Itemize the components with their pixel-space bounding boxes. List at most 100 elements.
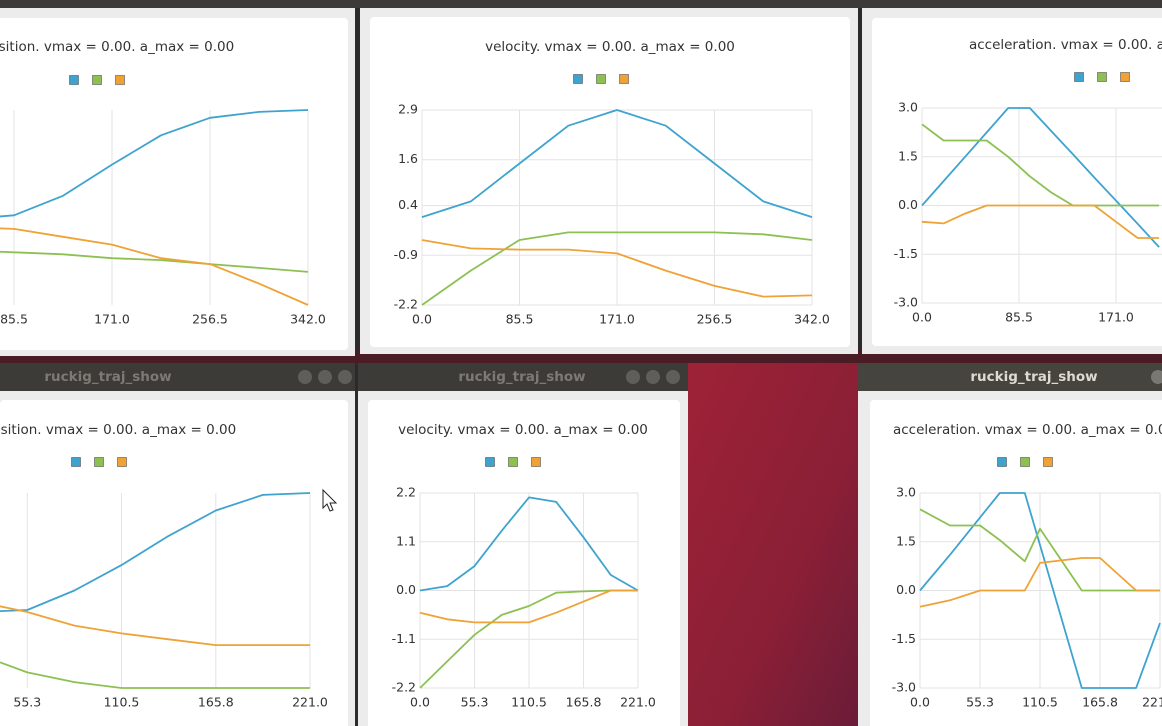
series-line: [419, 589, 638, 624]
close-button[interactable]: [666, 370, 680, 384]
series-line: [421, 231, 813, 306]
x-tick-label: 55.3: [461, 695, 489, 710]
x-tick-label: 342.0: [794, 312, 830, 327]
legend-swatch: [71, 457, 81, 467]
legend-swatch: [508, 457, 518, 467]
y-tick-label: 1.5: [898, 148, 918, 163]
y-tick-label: 2.2: [396, 485, 416, 500]
x-tick-label: 85.5: [0, 312, 28, 327]
y-tick-label: -1.5: [892, 631, 916, 646]
series-line: [0, 492, 311, 613]
legend-swatch: [1020, 457, 1030, 467]
x-tick-label: 221.0: [1142, 695, 1162, 710]
chart-card: [370, 17, 850, 347]
chart-title: velocity. vmax = 0.00. a_max = 0.00: [398, 422, 648, 438]
title-bar: [858, 363, 1162, 391]
series-line: [421, 239, 813, 298]
chart-card: [870, 400, 1162, 726]
chart-title: acceleration. vmax = 0.00. a_max = 0.00: [969, 37, 1162, 53]
x-tick-label: 171.0: [599, 312, 635, 327]
y-tick-label: 0.0: [898, 197, 918, 212]
legend-swatch: [485, 457, 495, 467]
x-tick-label: 221.0: [292, 695, 328, 710]
y-tick-label: 0.0: [896, 582, 916, 597]
window-title: ruckig_traj_show: [970, 369, 1097, 385]
series-line: [919, 508, 1160, 592]
mouse-cursor: [322, 488, 338, 512]
series-line: [419, 589, 638, 689]
series-line: [0, 227, 309, 306]
x-tick-label: 171.0: [1098, 310, 1134, 325]
x-tick-label: 165.8: [566, 695, 602, 710]
series-line: [919, 492, 1161, 689]
chart: velocity. vmax = 0.00. a_max = 0.00 0.0 85…: [394, 39, 830, 327]
chart: velocity. vmax = 0.00. a_max = 0.00 0.0 55…: [392, 422, 656, 710]
x-tick-label: 165.8: [1082, 695, 1118, 710]
chart-title: velocity. vmax = 0.00. a_max = 0.00: [485, 39, 735, 55]
x-tick-label: 256.5: [697, 312, 733, 327]
legend-swatch: [115, 75, 125, 85]
y-tick-label: 1.1: [396, 533, 416, 548]
x-tick-label: 342.0: [290, 312, 326, 327]
y-tick-label: 0.4: [398, 197, 418, 212]
y-tick-label: -2.2: [394, 297, 418, 312]
legend-swatch: [92, 75, 102, 85]
chart: position. vmax = 0.00. a_max = 0.00 85.5 1…: [0, 39, 326, 327]
chart: acceleration. vmax = 0.00. a_max = 0.00 0…: [894, 37, 1162, 325]
x-tick-label: 110.5: [1022, 695, 1058, 710]
x-tick-label: 171.0: [94, 312, 130, 327]
x-tick-label: 55.3: [13, 695, 41, 710]
series-line: [419, 496, 639, 592]
chart-card: [0, 18, 348, 350]
chart-title: acceleration. vmax = 0.00. a_max = 0.00: [893, 422, 1162, 438]
maximize-button[interactable]: [646, 370, 660, 384]
title-bars-top: [0, 0, 1162, 8]
y-tick-label: -1.5: [894, 246, 918, 261]
series-line: [921, 107, 1160, 248]
x-tick-label: 0.0: [412, 312, 432, 327]
chart-title: position. vmax = 0.00. a_max = 0.00: [0, 422, 236, 438]
window-title: ruckig_traj_show: [458, 369, 585, 385]
x-tick-label: 165.8: [198, 695, 234, 710]
legend-swatch: [531, 457, 541, 467]
legend-swatch: [69, 75, 79, 85]
series-line: [921, 123, 1160, 207]
y-tick-label: 1.5: [896, 533, 916, 548]
y-tick-label: 0.0: [396, 582, 416, 597]
series-line: [0, 661, 310, 689]
y-tick-label: 2.9: [398, 102, 418, 117]
minimize-button[interactable]: [298, 370, 312, 384]
chart-title: position. vmax = 0.00. a_max = 0.00: [0, 39, 234, 55]
legend-swatch: [596, 74, 606, 84]
legend-swatch: [1074, 72, 1084, 82]
series-line: [919, 557, 1160, 608]
series-line: [0, 605, 310, 646]
legend-swatch: [117, 457, 127, 467]
close-button[interactable]: [338, 370, 352, 384]
legend-swatch: [1120, 72, 1130, 82]
legend-swatch: [997, 457, 1007, 467]
window-title: ruckig_traj_show: [44, 369, 171, 385]
title-bar: [0, 363, 355, 391]
x-tick-label: 110.5: [104, 695, 140, 710]
y-tick-label: 3.0: [896, 485, 916, 500]
y-tick-label: 1.6: [398, 151, 418, 166]
chart: acceleration. vmax = 0.00. a_max = 0.00 0…: [892, 422, 1162, 710]
minimize-button[interactable]: [626, 370, 640, 384]
series-line: [0, 250, 309, 273]
x-tick-label: 0.0: [910, 695, 930, 710]
legend-swatch: [94, 457, 104, 467]
y-tick-label: -3.0: [892, 680, 916, 695]
legend-swatch: [573, 74, 583, 84]
minimize-button[interactable]: [1151, 370, 1162, 384]
x-tick-label: 256.5: [192, 312, 228, 327]
wallpaper: [688, 363, 860, 726]
y-tick-label: -0.9: [394, 247, 418, 262]
series-line: [921, 204, 1160, 239]
y-tick-label: -3.0: [894, 295, 918, 310]
chart-card: [872, 18, 1162, 346]
x-tick-label: 55.3: [966, 695, 994, 710]
maximize-button[interactable]: [318, 370, 332, 384]
charts: position. vmax = 0.00. a_max = 0.00 85.5 1…: [0, 37, 1162, 710]
